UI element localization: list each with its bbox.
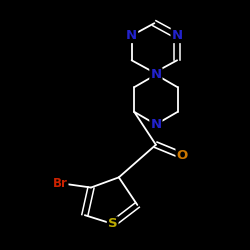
Text: N: N xyxy=(126,29,137,42)
Text: N: N xyxy=(172,29,183,42)
Text: Br: Br xyxy=(53,177,68,190)
Text: N: N xyxy=(150,118,162,131)
Text: S: S xyxy=(108,218,118,230)
Text: O: O xyxy=(176,149,188,162)
Text: N: N xyxy=(150,68,162,81)
